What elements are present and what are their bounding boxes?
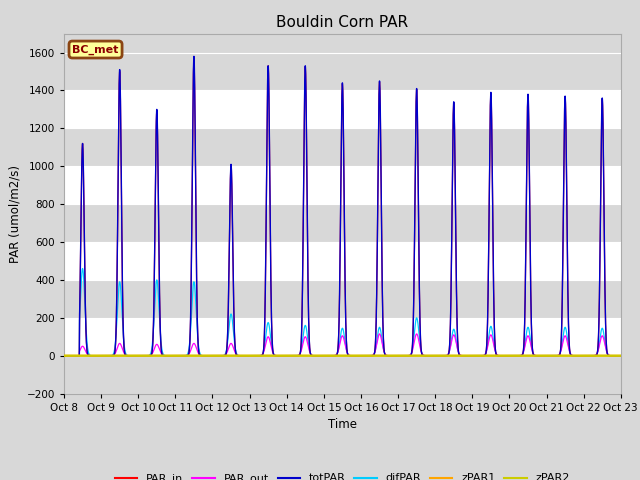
Bar xyxy=(64,318,621,356)
Title: Bouldin Corn PAR: Bouldin Corn PAR xyxy=(276,15,408,30)
Legend: PAR_in, PAR_out, totPAR, difPAR, zPAR1, zPAR2: PAR_in, PAR_out, totPAR, difPAR, zPAR1, … xyxy=(111,469,574,480)
Y-axis label: PAR (umol/m2/s): PAR (umol/m2/s) xyxy=(8,165,21,263)
Text: BC_met: BC_met xyxy=(72,44,119,55)
Bar xyxy=(64,166,621,204)
Bar xyxy=(64,242,621,280)
X-axis label: Time: Time xyxy=(328,418,357,431)
Bar xyxy=(64,90,621,128)
